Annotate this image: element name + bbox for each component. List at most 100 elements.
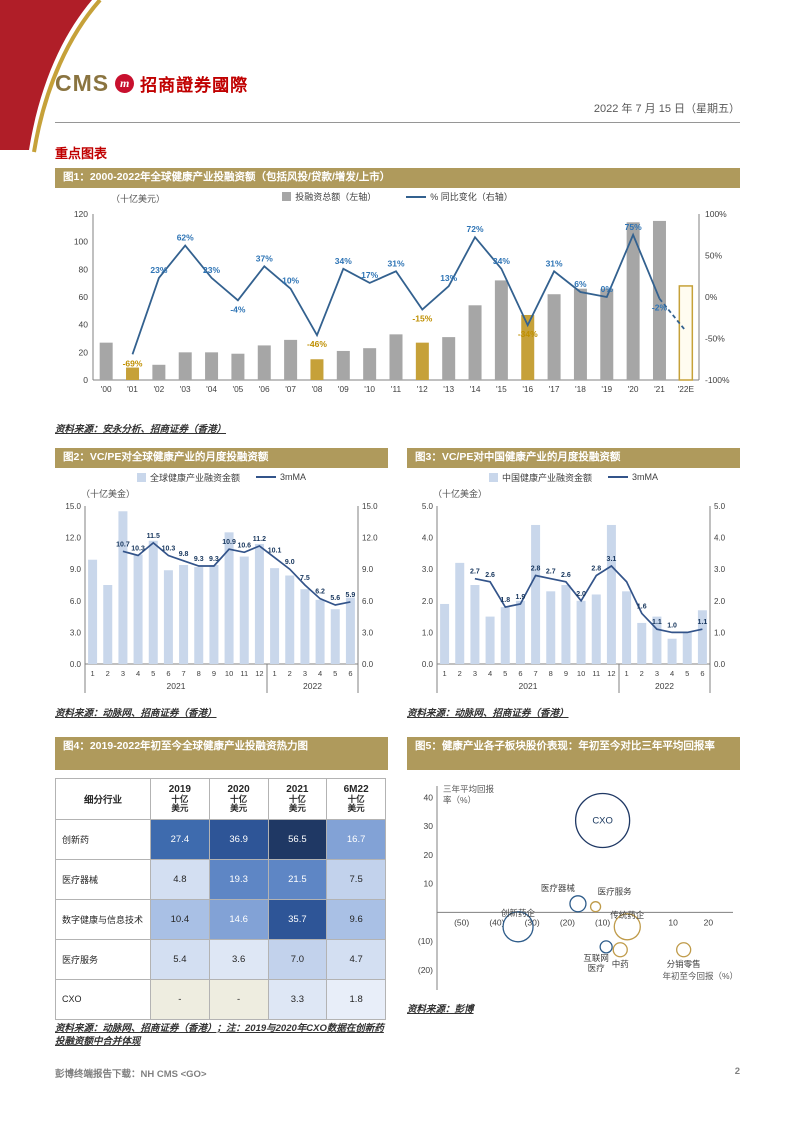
heatmap-cell: 3.3 xyxy=(267,978,328,1020)
fig1-source: 资料来源：安永分析、招商证券（香港） xyxy=(55,423,227,435)
heatmap-cell: 5.4 xyxy=(150,938,210,980)
svg-text:10: 10 xyxy=(424,879,434,889)
bubble-创新药企 xyxy=(502,911,534,943)
fig2-body: 全球健康产业融资金额 3mMA （十亿美金） 0.0 0.0 3.0 3.0 6.0 6.… xyxy=(55,468,388,706)
svg-text:1: 1 xyxy=(624,669,628,678)
heatmap-header-year: 2021 十亿 美元 xyxy=(267,777,328,820)
svg-text:6%: 6% xyxy=(574,279,587,289)
legend-item-line: 3mMA xyxy=(608,472,658,482)
heatmap-row: 医疗器械 4.8 19.3 21.5 7.5 xyxy=(55,858,386,900)
figure-5: 图5：健康产业各子板块股价表现：年初至今对比三年平均回报率 三年平均回报率（%）… xyxy=(407,736,740,1049)
line-swatch-icon xyxy=(256,476,276,479)
svg-text:72%: 72% xyxy=(467,224,484,234)
svg-text:7: 7 xyxy=(533,669,537,678)
svg-text:'07: '07 xyxy=(285,384,296,394)
svg-text:10.1: 10.1 xyxy=(268,548,282,555)
legend-label: 全球健康产业融资金额 xyxy=(149,472,240,483)
svg-text:(10): (10) xyxy=(418,936,433,946)
svg-text:5: 5 xyxy=(151,669,155,678)
figure-3: 图3：VC/PE对中国健康产业的月度投融资额 中国健康产业融资金额 3mMA （… xyxy=(407,448,740,720)
heatmap-cell: 14.6 xyxy=(208,898,269,940)
svg-text:13%: 13% xyxy=(440,273,457,283)
legend-label: 投融资总额（左轴） xyxy=(295,192,377,203)
fig2-svg-bars xyxy=(88,511,355,665)
svg-text:20: 20 xyxy=(704,917,714,927)
svg-text:3.0: 3.0 xyxy=(362,628,374,637)
heatmap-cell: 27.4 xyxy=(150,818,210,860)
svg-text:5.6: 5.6 xyxy=(330,595,340,602)
svg-text:分销零售: 分销零售 xyxy=(667,959,701,969)
svg-text:互联网: 互联网 xyxy=(583,953,609,963)
svg-text:'03: '03 xyxy=(180,384,191,394)
svg-text:CXO: CXO xyxy=(592,815,613,826)
svg-text:9.0: 9.0 xyxy=(70,565,82,574)
svg-text:23%: 23% xyxy=(203,265,220,275)
svg-text:-69%: -69% xyxy=(123,358,143,368)
section-title: 重点图表 xyxy=(55,146,108,161)
bubble-分销零售 xyxy=(676,942,692,958)
svg-text:40: 40 xyxy=(79,319,89,329)
svg-text:9: 9 xyxy=(564,669,568,678)
svg-text:6.2: 6.2 xyxy=(315,589,325,596)
svg-text:2.6: 2.6 xyxy=(485,572,495,579)
svg-text:9.8: 9.8 xyxy=(179,551,189,558)
heatmap-cell: - xyxy=(150,978,210,1020)
heatmap-row-label: 医疗服务 xyxy=(55,938,151,980)
company-logo: CMS m 招商證券國際 xyxy=(55,70,740,96)
svg-text:0.0: 0.0 xyxy=(70,660,82,669)
heatmap-row: 医疗服务 5.4 3.6 7.0 4.7 xyxy=(55,938,386,980)
svg-text:'01: '01 xyxy=(127,384,138,394)
fig1-yoy-line xyxy=(131,232,661,355)
svg-text:7.5: 7.5 xyxy=(300,575,310,582)
svg-text:8: 8 xyxy=(197,669,201,678)
heatmap-row-label: 医疗器械 xyxy=(55,858,151,900)
svg-text:(20): (20) xyxy=(418,965,433,975)
svg-text:6.0: 6.0 xyxy=(362,597,374,606)
svg-text:60: 60 xyxy=(79,292,89,302)
svg-text:12.0: 12.0 xyxy=(65,534,81,543)
heatmap-cell: 7.5 xyxy=(326,858,386,900)
svg-text:1.0: 1.0 xyxy=(422,628,434,637)
svg-text:'18: '18 xyxy=(575,384,586,394)
svg-text:2.7: 2.7 xyxy=(546,569,556,576)
svg-text:2.0: 2.0 xyxy=(714,597,726,606)
fig1-chart: 0 20 40 60 80 100 120 100% 50% 0% -50% -100% '00 '01 '… xyxy=(74,209,730,394)
report-date: 2022 年 7 月 15 日（星期五） xyxy=(55,96,740,123)
svg-text:9.0: 9.0 xyxy=(362,565,374,574)
line-swatch-icon xyxy=(406,195,427,198)
svg-text:6: 6 xyxy=(166,669,170,678)
fig2-chart: 0.0 0.0 3.0 3.0 6.0 6.0 9.0 9.0 12.0 12.0 15.0 15.0… xyxy=(65,502,378,694)
svg-text:3: 3 xyxy=(121,669,125,678)
svg-text:3: 3 xyxy=(473,669,477,678)
cms-logo-mark-icon: m xyxy=(115,73,135,93)
fig2-axis-unit-label: （十亿美金） xyxy=(81,489,136,500)
svg-text:50%: 50% xyxy=(705,250,722,260)
svg-text:'17: '17 xyxy=(549,384,560,394)
svg-text:'08: '08 xyxy=(312,384,323,394)
fig3-header: 图3：VC/PE对中国健康产业的月度投融资额 xyxy=(407,448,740,469)
svg-text:15.0: 15.0 xyxy=(65,502,81,511)
fig3-legend: 中国健康产业融资金额 3mMA xyxy=(407,468,740,486)
corner-red-shape xyxy=(0,0,92,150)
svg-text:10: 10 xyxy=(668,917,678,927)
heatmap-header-industry: 细分行业 xyxy=(55,777,151,820)
svg-text:3.0: 3.0 xyxy=(422,565,434,574)
svg-text:1: 1 xyxy=(90,669,94,678)
heatmap-cell: 3.6 xyxy=(208,938,269,980)
svg-text:31%: 31% xyxy=(387,258,404,268)
legend-label: 3mMA xyxy=(632,472,659,483)
page-content: CMS m 招商證券國際 2022 年 7 月 15 日（星期五） 重点图表 图… xyxy=(55,0,740,1049)
svg-text:10.9: 10.9 xyxy=(222,539,236,546)
svg-text:2021: 2021 xyxy=(519,681,538,691)
svg-text:0.0: 0.0 xyxy=(362,660,374,669)
fig2-source: 资料来源：动脉网、招商证券（香港） xyxy=(55,708,217,720)
svg-text:0%: 0% xyxy=(705,292,718,302)
svg-text:'04: '04 xyxy=(206,384,217,394)
legend-item-bars: 投融资总额（左轴） xyxy=(282,190,376,203)
svg-text:10%: 10% xyxy=(282,275,299,285)
heatmap-cell: 19.3 xyxy=(208,858,269,900)
svg-text:(40): (40) xyxy=(489,917,504,927)
svg-text:2022: 2022 xyxy=(655,681,674,691)
svg-text:'22E: '22E xyxy=(678,384,695,394)
svg-text:3.1: 3.1 xyxy=(607,556,617,563)
